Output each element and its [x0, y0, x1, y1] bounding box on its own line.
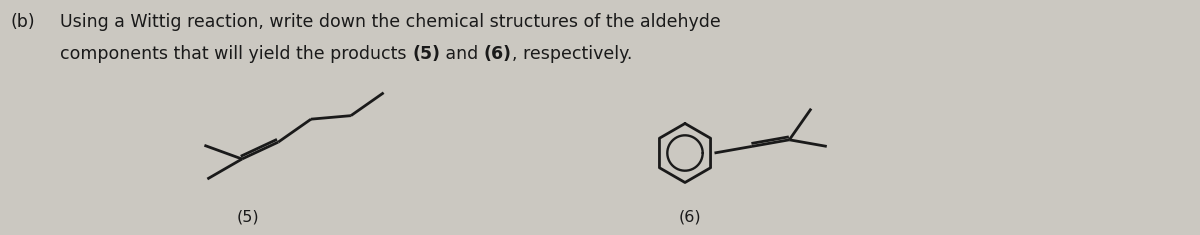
Text: components that will yield the products: components that will yield the products [60, 45, 412, 63]
Text: and: and [440, 45, 484, 63]
Text: (5): (5) [412, 45, 440, 63]
Text: Using a Wittig reaction, write down the chemical structures of the aldehyde: Using a Wittig reaction, write down the … [60, 13, 721, 31]
Text: (b): (b) [10, 13, 35, 31]
Text: (6): (6) [679, 210, 701, 225]
Text: (6): (6) [484, 45, 511, 63]
Text: (5): (5) [236, 210, 259, 225]
Text: , respectively.: , respectively. [511, 45, 632, 63]
